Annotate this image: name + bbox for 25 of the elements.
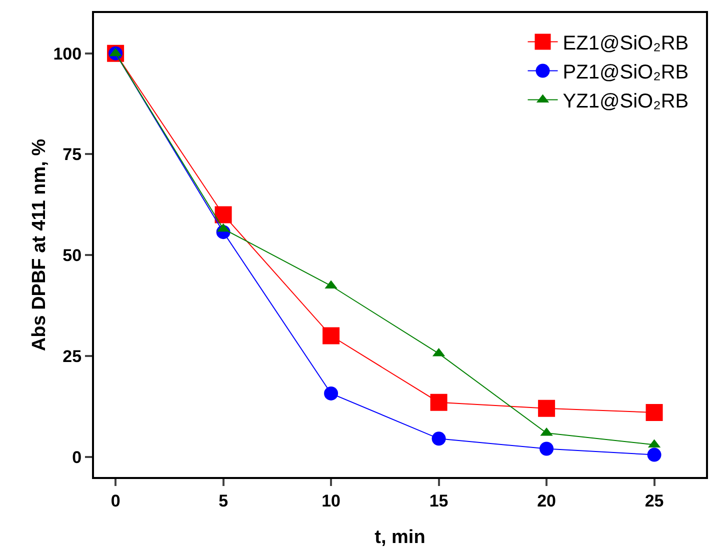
point	[538, 400, 556, 417]
point	[324, 386, 338, 400]
x-tick-label: 15	[429, 491, 448, 510]
legend-label: EZ1@SiO₂RB	[562, 32, 689, 55]
x-tick-label: 10	[322, 491, 340, 510]
y-tick-label: 75	[62, 145, 82, 164]
x-tick-label: 5	[218, 491, 228, 510]
y-tick-label: 0	[72, 448, 82, 467]
x-tick-label: 0	[110, 491, 120, 510]
point	[647, 448, 662, 462]
point	[322, 327, 340, 344]
y-tick-label: 25	[62, 346, 82, 366]
legend-label: YZ1@SiO₂RB	[562, 90, 689, 113]
y-axis-title: Abs DPBF at 411 nm, %	[29, 138, 50, 352]
legend-label: PZ1@SiO₂RB	[562, 62, 689, 84]
y-tick-label: 50	[62, 246, 82, 266]
y-tick-label: 100	[53, 44, 82, 64]
x-tick-label: 25	[644, 491, 664, 510]
point	[430, 394, 448, 411]
point	[432, 432, 446, 446]
x-axis-title: t, min	[374, 527, 426, 548]
x-tick-label: 20	[537, 491, 556, 510]
point	[646, 404, 663, 421]
point	[540, 442, 554, 456]
point	[214, 206, 232, 224]
